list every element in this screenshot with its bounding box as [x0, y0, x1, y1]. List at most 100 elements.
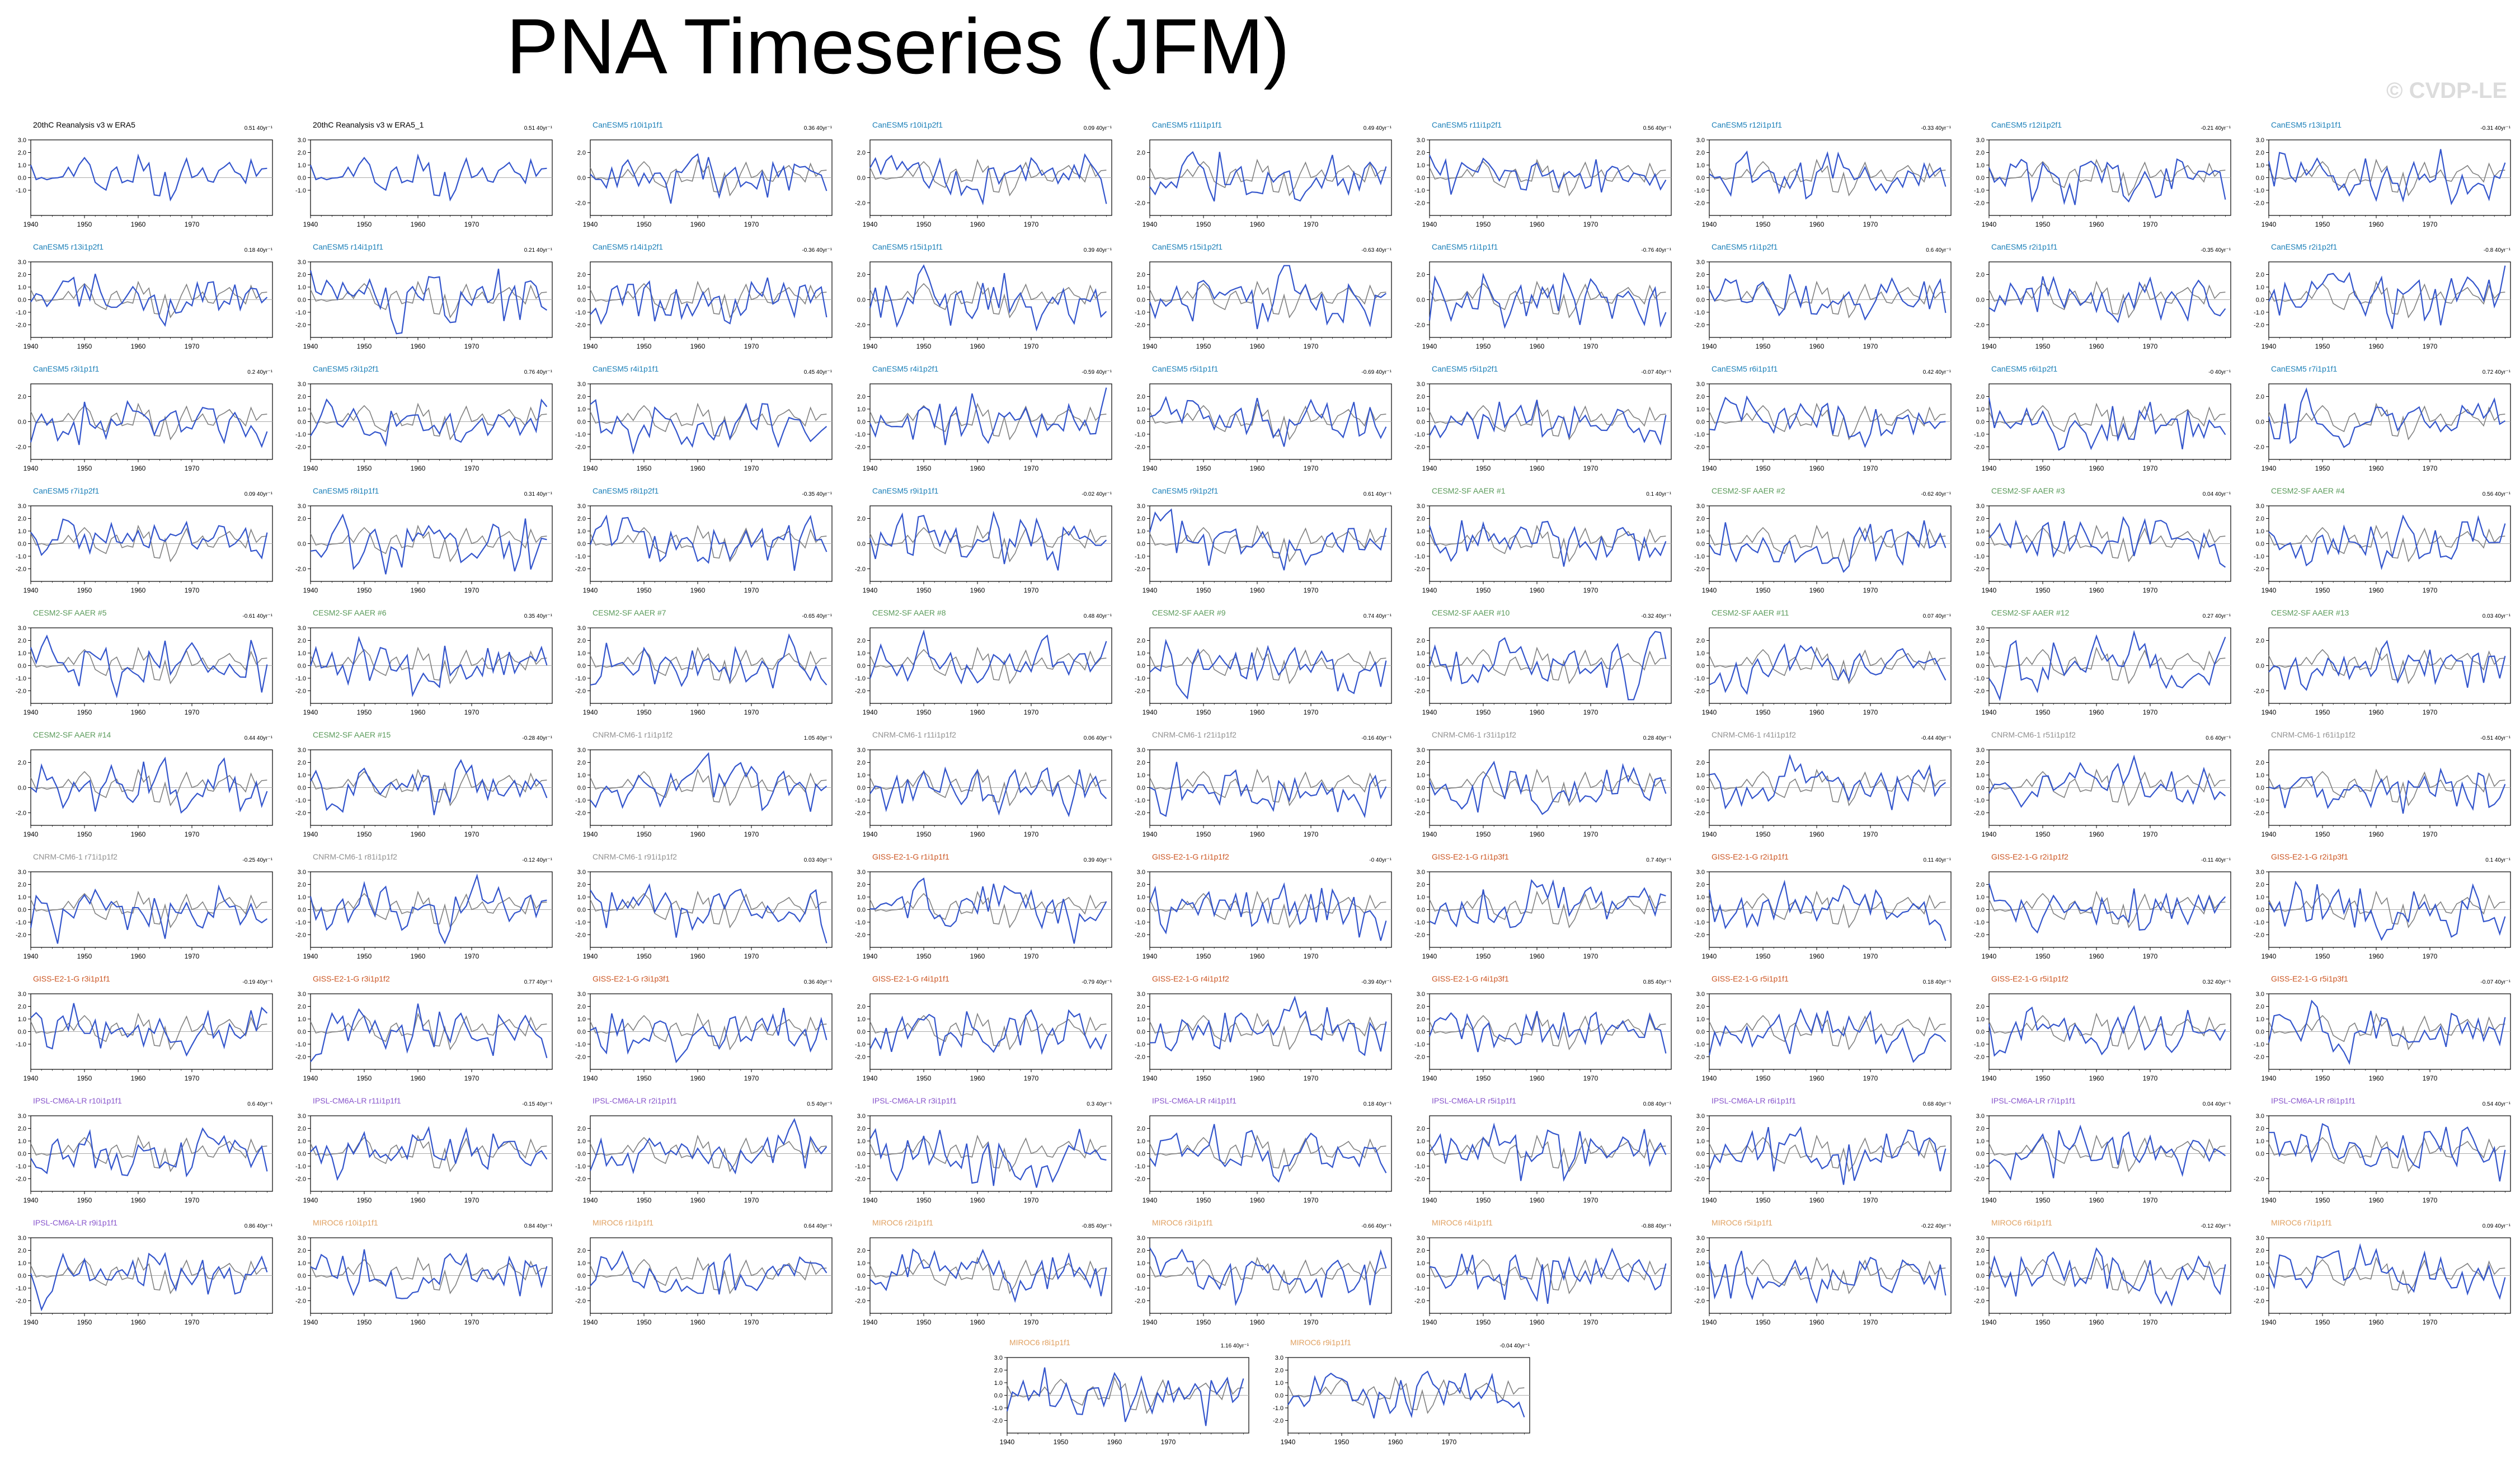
- x-tick-label: 1940: [1143, 952, 1158, 960]
- y-tick-label: 0.0: [577, 1029, 586, 1036]
- x-tick-label: 1940: [863, 342, 878, 350]
- x-tick-label: 1970: [1304, 342, 1319, 350]
- y-tick-label: 0.0: [1976, 1151, 1985, 1158]
- x-tick-label: 1960: [2369, 586, 2384, 594]
- x-tick-label: 1950: [1756, 586, 1771, 594]
- x-tick-label: 1940: [1702, 830, 1717, 838]
- y-tick-label: 0.0: [857, 907, 866, 914]
- x-tick-label: 1950: [1196, 1318, 1211, 1326]
- y-tick-label: 0.0: [298, 785, 306, 792]
- panel-trend: -0.07 40yr⁻¹: [2480, 979, 2510, 985]
- y-tick-label: 2.0: [298, 272, 306, 279]
- timeseries-panel: CNRM-CM6-1 r71i1p1f2 -0.25 40yr⁻¹ 3.0 2.0 1.…: [16, 852, 273, 960]
- y-tick-label: 1.0: [1976, 1016, 1985, 1023]
- panel-trend: -0.21 40yr⁻¹: [2201, 125, 2231, 131]
- reference-series-line: [30, 280, 267, 318]
- y-tick-label: 1.0: [857, 772, 866, 779]
- y-tick-label: 3.0: [1417, 137, 1425, 144]
- panel-label: MIROC6 r9i1p1f1: [1290, 1338, 1351, 1347]
- timeseries-panel: CESM2-SF AAER #13 0.03 40yr⁻¹ 2.0 0.0 -2.0 19…: [2254, 608, 2511, 716]
- pna-series-line: [1708, 1126, 1947, 1185]
- x-tick-label: 1970: [2423, 1074, 2438, 1082]
- y-tick-label: 2.0: [298, 1004, 306, 1011]
- y-tick-label: 3.0: [298, 1113, 306, 1120]
- y-tick-label: -1.0: [295, 1163, 306, 1170]
- y-tick-label: 2.0: [1976, 1126, 1985, 1133]
- reference-series-line: [2268, 158, 2505, 196]
- y-tick-label: 1.0: [1137, 1016, 1145, 1023]
- pna-series-line: [2268, 767, 2506, 814]
- y-tick-label: 0.0: [1696, 1273, 1705, 1280]
- panel-label: CESM2-SF AAER #14: [33, 730, 111, 739]
- x-tick-label: 1960: [131, 708, 146, 716]
- x-tick-label: 1960: [970, 586, 985, 594]
- y-tick-label: 2.0: [857, 882, 866, 889]
- y-tick-label: 0.0: [2256, 541, 2264, 548]
- y-tick-label: -1.0: [1694, 431, 1705, 438]
- y-tick-label: 1.0: [1696, 406, 1705, 413]
- y-tick-label: 2.0: [1137, 638, 1145, 645]
- y-tick-label: 3.0: [18, 625, 26, 632]
- x-tick-label: 1940: [1143, 342, 1158, 350]
- y-tick-label: 0.0: [857, 175, 866, 182]
- y-tick-label: -1.0: [1694, 675, 1705, 682]
- x-tick-label: 1950: [2315, 220, 2330, 228]
- y-tick-label: 2.0: [2256, 1004, 2264, 1011]
- y-tick-label: -2.0: [1135, 1298, 1145, 1305]
- panel-label: IPSL-CM6A-LR r2i1p1f1: [593, 1096, 677, 1105]
- x-tick-label: 1940: [863, 1196, 878, 1204]
- reference-series-line: [590, 402, 827, 440]
- x-tick-label: 1970: [1863, 220, 1878, 228]
- x-tick-label: 1960: [2089, 220, 2104, 228]
- y-tick-label: 2.0: [18, 394, 26, 401]
- y-tick-label: 2.0: [857, 1126, 866, 1133]
- panel-trend: 0.1 40yr⁻¹: [2485, 857, 2510, 863]
- y-tick-label: 0.0: [298, 419, 306, 426]
- panel-trend: 0.68 40yr⁻¹: [1923, 1101, 1952, 1107]
- reference-series-line: [1429, 280, 1666, 318]
- x-tick-label: 1940: [303, 1318, 318, 1326]
- panel-label: CNRM-CM6-1 r1i1p1f2: [593, 730, 673, 739]
- panel-trend: 0.3 40yr⁻¹: [1087, 1101, 1112, 1107]
- x-tick-label: 1940: [1982, 1074, 1997, 1082]
- y-tick-label: 3.0: [2256, 869, 2264, 876]
- x-tick-label: 1940: [1982, 342, 1997, 350]
- y-tick-label: 1.0: [298, 1138, 306, 1145]
- x-tick-label: 1940: [23, 464, 39, 472]
- x-tick-label: 1970: [2143, 952, 2158, 960]
- x-tick-label: 1950: [916, 464, 932, 472]
- y-tick-label: 1.0: [1137, 406, 1145, 413]
- x-tick-label: 1950: [1476, 464, 1491, 472]
- timeseries-panel: CESM2-SF AAER #3 0.04 40yr⁻¹ 3.0 2.0 1.0 0.0 -…: [1974, 486, 2231, 594]
- y-tick-label: 2.0: [1137, 150, 1145, 157]
- panel-label: CanESM5 r10i1p2f1: [872, 120, 943, 129]
- reference-series-line: [30, 1012, 267, 1050]
- x-tick-label: 1960: [131, 830, 146, 838]
- x-tick-label: 1960: [690, 1196, 706, 1204]
- y-tick-label: -2.0: [16, 932, 26, 939]
- y-tick-label: 1.0: [2256, 162, 2264, 169]
- y-tick-label: 2.0: [857, 1004, 866, 1011]
- y-tick-label: -1.0: [855, 675, 866, 682]
- x-tick-label: 1940: [303, 830, 318, 838]
- y-tick-label: -2.0: [2254, 688, 2264, 695]
- x-tick-label: 1950: [1756, 1196, 1771, 1204]
- panel-label: IPSL-CM6A-LR r7i1p1f1: [1991, 1096, 2076, 1105]
- x-tick-label: 1940: [1702, 220, 1717, 228]
- x-tick-label: 1950: [2315, 1196, 2330, 1204]
- y-tick-label: -2.0: [1414, 688, 1425, 695]
- panel-trend: 1.05 40yr⁻¹: [804, 735, 833, 741]
- timeseries-panel: MIROC6 r1i1p1f1 0.64 40yr⁻¹ 2.0 1.0 0.0 -1.0 -…: [575, 1218, 833, 1326]
- y-tick-label: -2.0: [855, 810, 866, 817]
- x-tick-label: 1960: [1250, 586, 1265, 594]
- timeseries-panel: CanESM5 r15i1p1f1 0.39 40yr⁻¹ 2.0 0.0 -2.0 19…: [855, 242, 1112, 350]
- panel-trend: 0.31 40yr⁻¹: [524, 491, 553, 497]
- timeseries-panel: CNRM-CM6-1 r41i1p1f2 -0.44 40yr⁻¹ 2.0 1.0 0.…: [1694, 730, 1952, 838]
- y-tick-label: 2.0: [1417, 1126, 1425, 1133]
- timeseries-panel: CanESM5 r10i1p2f1 0.09 40yr⁻¹ 2.0 0.0 -2.0 19…: [855, 120, 1112, 228]
- pna-series-line: [1709, 150, 1947, 200]
- y-tick-label: -2.0: [1694, 444, 1705, 451]
- y-tick-label: 0.0: [1696, 175, 1705, 182]
- y-tick-label: -1.0: [1694, 1285, 1705, 1292]
- y-tick-label: -1.0: [1414, 553, 1425, 560]
